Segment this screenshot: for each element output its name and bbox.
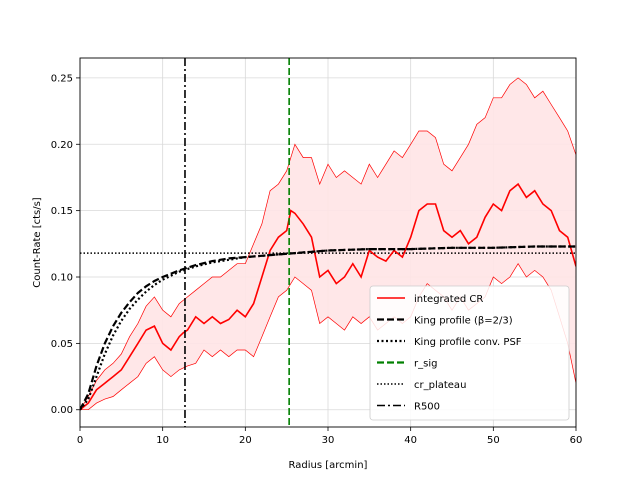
y-tick-label: 0.25 [51,73,73,84]
plot-content [80,58,576,427]
y-tick-label: 0.15 [51,206,73,217]
legend-label-0: integrated CR [414,294,483,305]
y-tick-label: 0.10 [51,273,73,284]
series-line-0 [80,182,576,411]
x-tick-label: 50 [487,435,500,446]
band-upper-line [80,77,576,410]
axes: 0 10 20 30 40 50 60 0.00 0.05 0.10 0.15 0.20 0.25 [51,57,583,446]
x-tick-label: 40 [404,435,417,446]
x-tick-label: 30 [322,435,335,446]
y-tick-label: 0.05 [51,339,73,350]
y-tick-label: 0.00 [51,405,73,416]
legend: integrated CR King profile (β=2/3) King pr… [369,285,570,421]
legend-label-3: r_sig [414,359,437,370]
x-tick-label: 10 [156,435,169,446]
x-tick-label: 20 [239,435,252,446]
legend-label-2: King profile conv. PSF [414,337,522,348]
legend-box [369,285,570,421]
plot-area [80,58,576,427]
uncertainty-band [80,77,576,410]
band-lower-line [80,263,576,411]
series-line-2 [80,245,576,411]
legend-label-5: R500 [414,402,440,413]
x-tick-label: 60 [570,435,583,446]
x-tick-label: 0 [77,435,83,446]
x-axis-label: Radius [arcmin] [289,460,368,471]
y-axis-label: Count-Rate [cts/s] [32,197,43,288]
y-tick-label: 0.20 [51,140,73,151]
legend-label-4: cr_plateau [414,380,466,391]
series-line-1 [80,245,576,411]
legend-label-1: King profile (β=2/3) [414,316,513,327]
